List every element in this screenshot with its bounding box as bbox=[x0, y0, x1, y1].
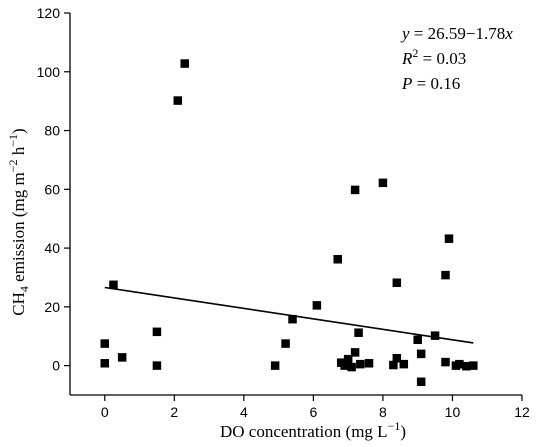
data-point bbox=[354, 328, 363, 337]
data-point bbox=[455, 359, 464, 369]
data-point bbox=[347, 362, 356, 372]
y-tick-label: 0 bbox=[52, 358, 60, 374]
x-tick-label: 2 bbox=[170, 404, 178, 420]
data-point bbox=[378, 178, 388, 188]
r-squared-annotation: R2 = 0.03 bbox=[401, 46, 466, 68]
data-point bbox=[469, 361, 478, 370]
data-point bbox=[152, 327, 162, 337]
data-point bbox=[117, 353, 127, 362]
data-point bbox=[152, 361, 162, 370]
x-tick-label: 10 bbox=[445, 404, 461, 420]
data-point bbox=[416, 349, 426, 359]
y-tick-label: 60 bbox=[44, 181, 60, 197]
data-point bbox=[413, 335, 422, 345]
data-point bbox=[392, 354, 402, 363]
data-point bbox=[288, 314, 297, 324]
y-tick-label: 40 bbox=[44, 240, 60, 256]
x-tick-label: 0 bbox=[101, 404, 109, 420]
x-tick-label: 6 bbox=[309, 404, 317, 420]
data-point bbox=[441, 357, 450, 367]
data-point bbox=[312, 301, 322, 310]
data-point bbox=[462, 361, 471, 371]
data-point bbox=[180, 59, 189, 68]
y-tick-label: 80 bbox=[44, 123, 60, 139]
data-point bbox=[109, 280, 118, 290]
data-point bbox=[100, 359, 110, 368]
axes bbox=[69, 13, 522, 396]
data-point bbox=[350, 185, 360, 195]
data-point bbox=[281, 339, 290, 348]
data-point bbox=[392, 278, 402, 288]
p-value-annotation: P = 0.16 bbox=[401, 74, 460, 93]
data-point bbox=[173, 96, 183, 105]
equation-annotation: y = 26.59−1.78x bbox=[400, 24, 513, 43]
data-point bbox=[430, 331, 440, 340]
y-tick-label: 20 bbox=[44, 299, 60, 315]
data-point bbox=[399, 359, 409, 369]
x-tick-label: 8 bbox=[379, 404, 387, 420]
data-point bbox=[100, 339, 110, 348]
data-point bbox=[444, 234, 454, 243]
data-point bbox=[356, 359, 365, 369]
data-point bbox=[270, 361, 280, 370]
data-points bbox=[100, 59, 478, 387]
y-axis-title: CH4 emission (mg m−2 h−1) bbox=[6, 128, 31, 315]
y-tick-label: 100 bbox=[37, 64, 61, 80]
data-point bbox=[350, 348, 360, 357]
data-point bbox=[416, 377, 426, 387]
x-tick-label: 12 bbox=[514, 404, 530, 420]
data-point bbox=[441, 270, 450, 280]
data-point bbox=[333, 254, 342, 264]
data-point bbox=[389, 360, 398, 370]
y-tick-label: 120 bbox=[37, 5, 61, 21]
data-point bbox=[364, 359, 374, 368]
data-point bbox=[343, 354, 353, 364]
x-axis-title: DO concentration (mg L−1) bbox=[220, 419, 406, 441]
x-tick-label: 4 bbox=[240, 404, 248, 420]
